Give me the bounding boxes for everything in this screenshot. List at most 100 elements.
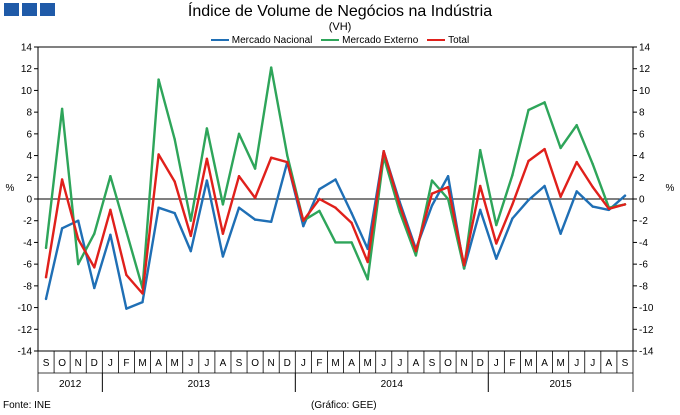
data-point-mercado-nacional <box>44 297 48 301</box>
logo-block <box>22 3 37 16</box>
month-label: J <box>301 358 306 369</box>
legend-item: Total <box>427 35 469 46</box>
data-point-mercado-nacional <box>125 307 128 310</box>
data-point-mercado-nacional <box>93 286 96 290</box>
y-tick-label-left: 6 <box>26 129 32 140</box>
data-point-total <box>350 221 353 225</box>
y-tick-label-right: -4 <box>639 238 648 249</box>
series-line-mercado-nacional <box>44 149 627 310</box>
data-point-mercado-externo <box>221 203 225 206</box>
data-point-mercado-nacional <box>350 211 353 215</box>
chart-legend: Mercado Nacional Mercado Externo Total <box>0 33 680 46</box>
data-point-total <box>173 180 176 183</box>
y-tick-label-right: -14 <box>639 347 654 358</box>
data-point-total <box>382 150 385 153</box>
data-point-mercado-nacional <box>575 190 578 193</box>
y-tick-label-left: 10 <box>21 86 33 97</box>
data-point-mercado-nacional <box>334 178 337 181</box>
data-point-total <box>462 264 466 267</box>
data-point-total <box>141 292 144 295</box>
data-point-mercado-nacional <box>366 247 369 251</box>
data-point-mercado-nacional <box>141 300 144 304</box>
data-point-mercado-externo <box>109 175 112 178</box>
legend-label: Total <box>448 34 470 46</box>
data-point-mercado-externo <box>93 232 96 235</box>
legend-swatch-mercado-nacional <box>210 39 229 41</box>
data-point-total <box>334 206 337 209</box>
data-point-total <box>607 207 611 210</box>
month-label: J <box>574 358 579 369</box>
month-label: J <box>397 358 402 369</box>
data-point-mercado-nacional <box>559 232 562 235</box>
legend-swatch-mercado-externo <box>321 39 340 41</box>
data-point-mercado-externo <box>414 254 418 257</box>
data-point-total <box>157 153 160 156</box>
data-point-mercado-externo <box>286 154 289 157</box>
data-point-mercado-externo <box>44 246 48 250</box>
y-tick-label-right: 10 <box>639 86 651 97</box>
data-point-mercado-externo <box>350 241 353 244</box>
data-point-mercado-externo <box>60 107 64 111</box>
month-label: S <box>429 358 436 369</box>
data-point-mercado-externo <box>543 101 546 104</box>
data-point-total <box>269 156 273 159</box>
y-tick-label-right: -2 <box>639 216 648 227</box>
data-point-mercado-nacional <box>205 179 209 182</box>
data-point-mercado-nacional <box>430 204 434 207</box>
month-label: M <box>363 358 371 369</box>
data-point-mercado-nacional <box>302 224 305 228</box>
data-point-mercado-externo <box>430 179 434 182</box>
data-point-total <box>398 204 402 207</box>
year-label: 2012 <box>59 379 82 390</box>
data-point-mercado-nacional <box>237 206 241 209</box>
data-point-mercado-externo <box>511 173 514 177</box>
data-point-mercado-nacional <box>221 255 225 258</box>
data-point-mercado-nacional <box>479 208 482 212</box>
y-tick-label-left: -8 <box>23 281 32 292</box>
month-label: M <box>171 358 179 369</box>
data-point-total <box>527 159 530 163</box>
data-point-mercado-externo <box>446 197 450 201</box>
data-point-total <box>479 184 482 188</box>
chart-title: Índice de Volume de Negócios na Indústri… <box>187 3 493 20</box>
data-point-total <box>109 208 112 212</box>
y-tick-label-left: 4 <box>26 151 32 162</box>
data-point-mercado-nacional <box>543 184 546 188</box>
y-tick-label-right: 12 <box>639 64 651 75</box>
month-label: S <box>622 358 629 369</box>
month-label: J <box>590 358 595 369</box>
data-point-total <box>495 242 498 245</box>
data-point-mercado-nacional <box>269 220 273 223</box>
data-point-total <box>414 249 418 253</box>
data-point-mercado-externo <box>173 138 176 141</box>
data-point-mercado-externo <box>366 278 369 281</box>
month-label: A <box>413 358 420 369</box>
month-label: M <box>524 358 532 369</box>
data-point-total <box>591 185 594 189</box>
data-point-total <box>559 195 562 199</box>
data-point-mercado-externo <box>462 267 466 270</box>
y-tick-label-right: 0 <box>639 195 645 206</box>
data-point-mercado-externo <box>398 210 402 214</box>
month-label: J <box>381 358 386 369</box>
data-point-mercado-externo <box>495 223 498 227</box>
data-point-mercado-externo <box>77 262 80 266</box>
month-label: M <box>138 358 146 369</box>
data-point-mercado-nacional <box>318 188 321 191</box>
data-point-total <box>446 185 450 189</box>
y-tick-label-right: 2 <box>639 173 645 184</box>
year-label: 2013 <box>188 379 211 390</box>
data-point-mercado-nacional <box>253 218 257 221</box>
data-point-mercado-externo <box>237 132 241 136</box>
data-point-total <box>286 160 289 164</box>
y-tick-label-left: 2 <box>26 173 32 184</box>
series-line-total <box>44 147 627 295</box>
month-label: N <box>75 358 82 369</box>
data-point-mercado-nacional <box>157 206 160 209</box>
y-tick-label-right: -12 <box>639 325 654 336</box>
month-label: O <box>58 358 66 369</box>
y-tick-label-left: -12 <box>18 325 33 336</box>
y-tick-label-right: -6 <box>639 260 648 271</box>
series-line-mercado-externo <box>44 66 627 290</box>
